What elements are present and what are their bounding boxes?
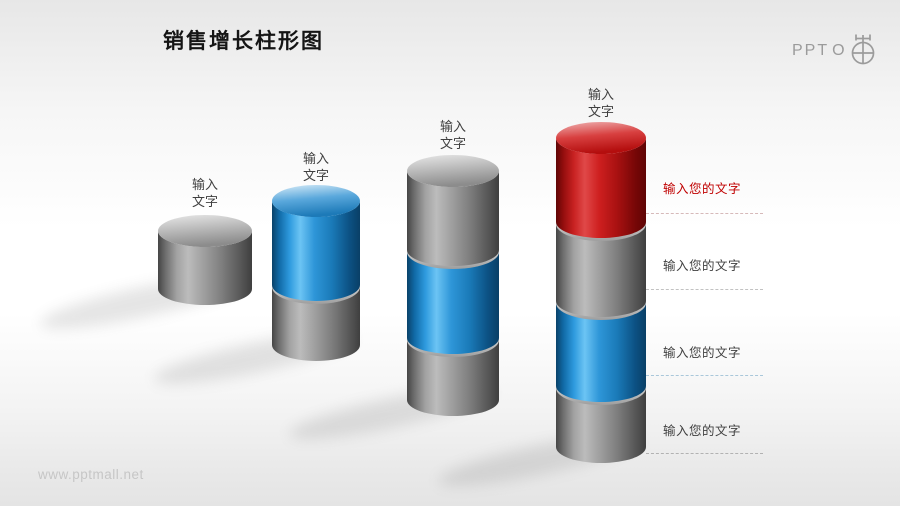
- annotation-text-4: 输入您的文字: [663, 424, 742, 438]
- column-1-segment-1-gray: [158, 231, 252, 305]
- watermark-url: www.pptmall.net: [38, 467, 144, 482]
- annotation-text-3: 输入您的文字: [663, 346, 742, 360]
- annotation-line-2: [646, 289, 763, 290]
- column-2-segment-1-blue: [272, 201, 360, 301]
- column-label-2-line2: 文字: [302, 168, 330, 183]
- annotation-text-1: 输入您的文字: [663, 182, 742, 196]
- brand-logo: PPT O: [792, 34, 877, 66]
- column-label-4: 输入 文字: [588, 86, 614, 120]
- pot-scale-icon: [851, 34, 874, 65]
- column-label-1-line2: 文字: [191, 194, 219, 209]
- column-2-segment-2-gray: [272, 285, 360, 361]
- column-3-segment-1-gray: [407, 171, 499, 266]
- annotation-line-3: [646, 375, 763, 376]
- column-1-cap: [158, 215, 252, 247]
- annotation-line-4: [646, 453, 763, 454]
- column-3-segment-3-gray: [407, 338, 499, 416]
- column-label-2-line1: 输入: [302, 151, 330, 166]
- column-2: [272, 185, 360, 361]
- column-label-3: 输入 文字: [440, 118, 466, 152]
- logo-text: PPT: [792, 42, 830, 59]
- column-4-segment-1-red: [556, 138, 646, 238]
- column-4-segment-2-gray: [556, 222, 646, 317]
- column-3-segment-2-blue: [407, 250, 499, 354]
- annotation-text-2: 输入您的文字: [663, 259, 742, 273]
- column-4: [556, 122, 646, 463]
- slide-title: 销售增长柱形图: [163, 30, 324, 53]
- column-label-1-line1: 输入: [191, 177, 219, 192]
- column-label-4-line1: 输入: [587, 87, 615, 102]
- column-4-segment-3-blue: [556, 301, 646, 402]
- column-label-3-line2: 文字: [439, 136, 467, 151]
- column-4-cap: [556, 122, 646, 154]
- column-label-4-line2: 文字: [587, 104, 615, 119]
- column-label-3-line1: 输入: [439, 119, 467, 134]
- column-3: [407, 155, 499, 416]
- column-3-cap: [407, 155, 499, 187]
- columns-layer: [158, 122, 646, 463]
- column-1: [158, 215, 252, 305]
- column-4-segment-4-gray: [556, 386, 646, 463]
- column-label-1: 输入 文字: [192, 176, 218, 210]
- logo-o: O: [832, 42, 847, 59]
- annotation-line-1: [646, 213, 763, 214]
- column-2-cap: [272, 185, 360, 217]
- column-label-2: 输入 文字: [303, 150, 329, 184]
